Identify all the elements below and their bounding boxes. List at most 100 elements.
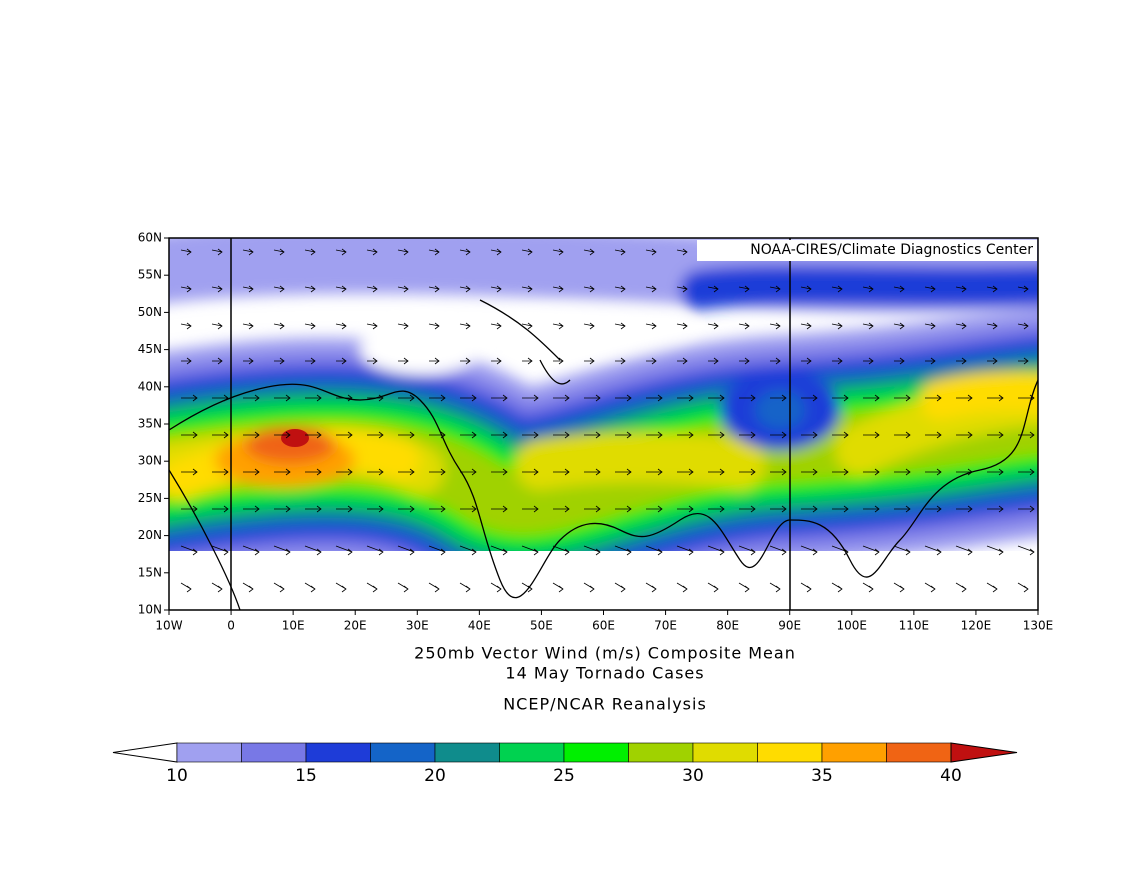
wind-arrow <box>552 582 564 593</box>
wind-arrow <box>1017 582 1029 593</box>
wind-arrow <box>738 285 750 293</box>
wind-arrow <box>521 285 533 293</box>
wind-arrow <box>925 394 942 402</box>
wind-arrow <box>335 582 347 593</box>
colorbar-box <box>886 742 952 763</box>
wind-arrow <box>428 582 440 593</box>
wind-arrow <box>707 285 719 293</box>
lon-tick-label: 100E <box>837 619 868 633</box>
wind-arrow <box>242 248 254 256</box>
wind-arrow <box>273 322 285 330</box>
wind-arrow <box>367 431 384 439</box>
lon-tick-label: 60E <box>592 619 615 633</box>
wind-arrow <box>242 322 254 330</box>
wind-arrow <box>522 357 533 365</box>
colorbar-box <box>499 742 565 763</box>
wind-arrow <box>491 505 508 513</box>
colorbar-label: 25 <box>553 766 575 786</box>
wind-arrow <box>645 545 663 556</box>
wind-arrow <box>180 582 192 593</box>
wind-arrow <box>676 285 688 293</box>
wind-arrow <box>955 545 973 556</box>
wind-arrow <box>614 545 632 556</box>
wind-arrow <box>707 545 725 556</box>
wind-arrow <box>677 394 694 402</box>
wind-arrow <box>955 322 967 330</box>
lon-tick-label: 80E <box>716 619 739 633</box>
wind-arrow <box>212 468 229 476</box>
wind-arrow <box>800 582 812 593</box>
wind-arrow <box>893 322 905 330</box>
wind-arrow <box>1018 505 1035 513</box>
lon-tick-label: 10W <box>155 619 182 633</box>
wind-arrow <box>769 322 781 330</box>
wind-arrow <box>367 468 384 476</box>
wind-arrow <box>831 322 843 330</box>
wind-arrow <box>274 357 285 365</box>
wind-arrow <box>335 545 353 556</box>
wind-arrow <box>707 322 719 330</box>
wind-arrow <box>862 285 874 293</box>
wind-arrow <box>584 394 601 402</box>
lon-tick-label: 70E <box>654 619 677 633</box>
wind-arrow <box>274 505 291 513</box>
wind-arrow <box>862 582 874 593</box>
lat-tick-label: 25N <box>138 491 162 505</box>
colorbar-label: 30 <box>682 766 704 786</box>
wind-arrow <box>893 285 905 293</box>
wind-arrow <box>956 431 973 439</box>
wind-arrow <box>305 431 322 439</box>
wind-arrow <box>615 505 632 513</box>
wind-arrow <box>738 545 756 556</box>
wind-arrow <box>366 545 384 556</box>
colorbar-box <box>370 742 436 763</box>
wind-arrow <box>614 285 626 293</box>
wind-arrow <box>490 545 508 556</box>
colorbar-box <box>305 742 371 763</box>
wind-arrow <box>645 285 657 293</box>
wind-arrow <box>491 357 502 365</box>
wind-arrow <box>212 505 229 513</box>
wind-arrow <box>459 248 471 256</box>
wind-arrow <box>491 431 508 439</box>
wind-arrow <box>274 394 291 402</box>
wind-arrow <box>614 322 626 330</box>
wind-arrow <box>460 468 477 476</box>
lon-tick-label: 110E <box>899 619 930 633</box>
colorbar-box <box>692 742 758 763</box>
wind-arrow <box>583 285 595 293</box>
wind-arrow <box>645 582 657 593</box>
wind-arrow <box>801 394 818 402</box>
wind-arrow <box>987 468 1004 476</box>
wind-arrow <box>304 322 316 330</box>
wind-arrow <box>242 582 254 593</box>
wind-arrow <box>491 468 508 476</box>
title-line: 250mb Vector Wind (m/s) Composite Mean <box>414 644 796 663</box>
wind-arrow <box>646 394 663 402</box>
wind-arrow <box>677 505 694 513</box>
wind-arrow <box>676 545 694 556</box>
wind-arrow <box>180 285 192 293</box>
wind-arrow <box>739 394 756 402</box>
wind-arrow <box>211 285 223 293</box>
title-line: 14 May Tornado Cases <box>505 664 704 683</box>
wind-arrow <box>242 545 260 556</box>
wind-arrow <box>521 248 533 256</box>
wind-arrow <box>273 582 285 593</box>
axis-ticks: 10W 0 10E 20E 30E 40E 50E 60E 70E 80E 90E 100E 110E 1… <box>138 231 1054 633</box>
wind-arrow <box>397 545 415 556</box>
wind-arrow <box>584 431 601 439</box>
wind-arrow <box>305 357 316 365</box>
wind-arrow <box>646 468 663 476</box>
colorbar: 10 15 20 25 30 35 40 <box>112 742 1018 786</box>
wind-arrow <box>243 468 260 476</box>
wind-arrow <box>863 357 874 365</box>
wind-arrow <box>769 285 781 293</box>
wind-arrow <box>243 357 254 365</box>
wind-field <box>169 238 1038 610</box>
wind-arrow <box>212 357 223 365</box>
wind-arrow <box>584 505 601 513</box>
lat-tick-label: 40N <box>138 379 162 393</box>
wind-arrow <box>863 394 880 402</box>
